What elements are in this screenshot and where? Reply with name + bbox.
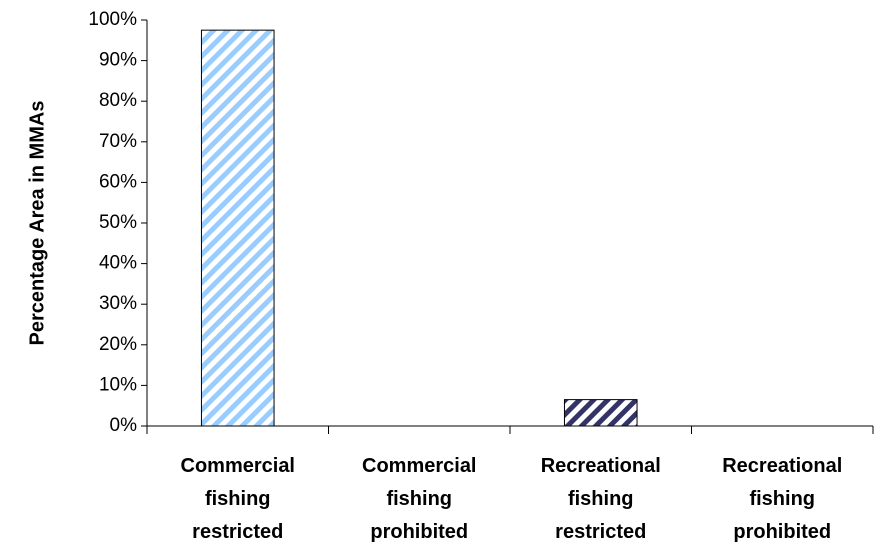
bar (200, 29, 275, 427)
y-tick-label: 90% (99, 50, 137, 71)
y-tick-label: 70% (99, 131, 137, 152)
y-tick-label: 100% (88, 9, 137, 30)
y-tick-label: 80% (99, 90, 137, 111)
bar (563, 399, 638, 427)
y-axis-title: Percentage Area in MMAs (26, 101, 48, 346)
y-tick-label: 10% (99, 374, 137, 395)
x-tick-label: Recreational fishing restricted (541, 455, 661, 543)
y-tick-label: 20% (99, 334, 137, 355)
y-tick-label: 50% (99, 212, 137, 233)
y-tick-label: 30% (99, 293, 137, 314)
y-tick-label: 0% (110, 415, 138, 436)
x-tick-label: Recreational fishing prohibited (722, 455, 842, 543)
y-tick-label: 60% (99, 171, 137, 192)
x-tick-label: Commercial fishing restricted (181, 455, 296, 543)
y-tick-label: 40% (99, 253, 137, 274)
x-tick-label: Commercial fishing prohibited (362, 455, 477, 543)
